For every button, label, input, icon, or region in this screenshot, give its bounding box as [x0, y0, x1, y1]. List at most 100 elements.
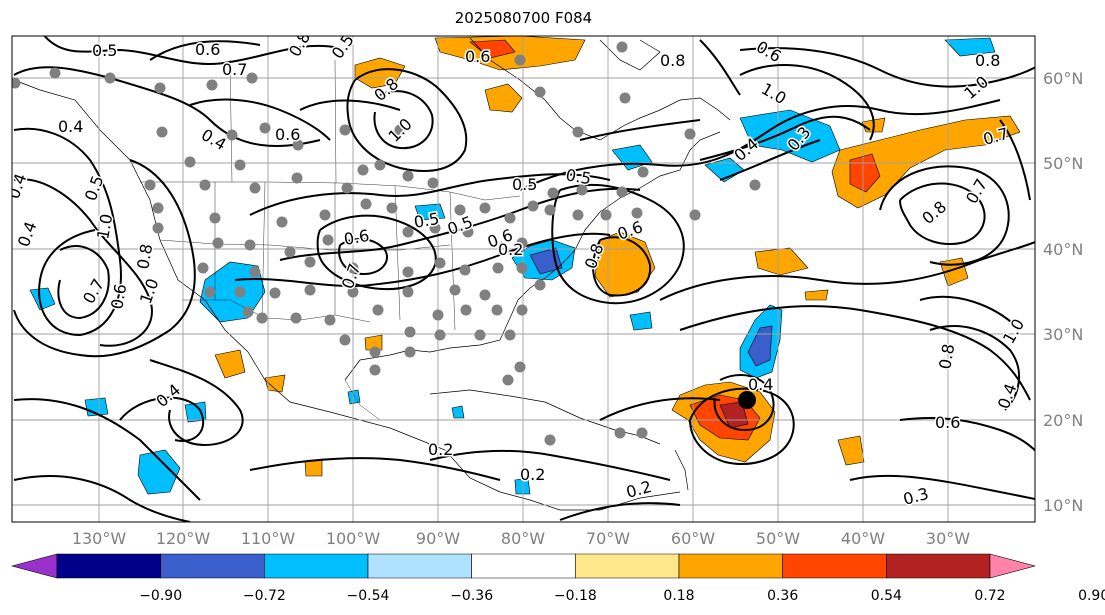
station-dot [339, 124, 351, 136]
colorbar-tick-labels: −0.90 −0.72 −0.54 −0.36 −0.18 0.18 0.36 0.54 0.7… [139, 588, 1105, 604]
station-dot [402, 286, 414, 298]
station-dot [226, 129, 238, 141]
station-dot [534, 279, 546, 291]
anomaly-region [831, 115, 1021, 209]
contour-line [429, 449, 671, 481]
station-dot [152, 202, 164, 214]
anomaly-region [484, 83, 523, 113]
contour-label: 1.0 [384, 114, 415, 145]
station-dot [492, 262, 504, 274]
contour-line [739, 63, 875, 141]
lon-tick-label: 90°W [416, 529, 460, 548]
contour-line [559, 502, 681, 521]
station-dot [619, 92, 631, 104]
contour-line [739, 47, 1035, 88]
contour-line [879, 165, 1010, 266]
station-dot [527, 200, 539, 212]
colorbar-tick-label: 0.36 [767, 588, 798, 604]
contour-label: 0.6 [342, 226, 370, 249]
contour-line [149, 40, 261, 61]
anomaly-region [629, 311, 653, 331]
lon-tick-label: 100°W [326, 529, 381, 548]
station-dot [454, 204, 466, 216]
contour-line [929, 325, 1021, 411]
map-frame [11, 35, 1036, 523]
lat-tick-label: 10°N [1043, 496, 1083, 515]
border [229, 59, 233, 183]
station-dot [427, 177, 439, 189]
station-dot [460, 304, 472, 316]
longitude-axis: 130°W 120°W 110°W 100°W 90°W 80°W 70°W 60°W 50°W… [72, 529, 970, 548]
contour-label: 0.6 [275, 125, 300, 144]
contour-label: 0.4 [58, 117, 83, 136]
lon-tick-label: 130°W [72, 529, 127, 548]
station-dot [369, 364, 381, 376]
station-dot [347, 286, 359, 298]
station-dot [206, 79, 218, 91]
coastline [429, 389, 661, 445]
contour-line [189, 98, 331, 141]
station-markers [12, 41, 761, 446]
contour-label: 0.4 [14, 219, 41, 249]
contour-line [13, 475, 191, 522]
contour-label: 0.6 [935, 413, 960, 432]
station-dot [394, 124, 406, 136]
station-dot [432, 309, 444, 321]
lon-tick-label: 40°W [841, 529, 885, 548]
lon-tick-label: 80°W [501, 529, 545, 548]
station-dot [156, 126, 168, 138]
station-dot [259, 122, 271, 134]
contour-label: 0.2 [624, 477, 654, 502]
contour-line [689, 387, 795, 465]
station-dot [514, 54, 526, 66]
contour-label: 0.7 [962, 175, 991, 207]
contour-line [338, 238, 388, 276]
station-dot [504, 212, 516, 224]
contour-label: 0.4 [748, 375, 773, 394]
station-dot [544, 434, 556, 446]
anomaly-region [264, 374, 286, 393]
colorbar-segment [782, 553, 887, 579]
colorbar-segment [678, 553, 783, 579]
station-dot [547, 187, 559, 199]
station-dot [369, 346, 381, 358]
colorbar-tick-label: −0.90 [139, 588, 182, 604]
station-dot [374, 159, 386, 171]
anomaly-region [451, 405, 465, 419]
lat-tick-label: 30°N [1043, 325, 1083, 344]
station-dot [534, 86, 546, 98]
anomaly-region [747, 325, 773, 367]
contour-label: 0.4 [994, 381, 1021, 411]
lon-tick-label: 120°W [156, 529, 211, 548]
contour-label: 0.4 [4, 171, 31, 201]
station-dot [449, 284, 461, 296]
anomaly-region [611, 144, 653, 171]
station-dot [404, 326, 416, 338]
contour-label: 0.8 [975, 51, 1000, 70]
coastline [344, 131, 721, 381]
colorbar-tick-label: 0.90 [1078, 588, 1105, 604]
station-dot [144, 179, 156, 191]
contour-label: 0.6 [615, 217, 645, 244]
contour-line [149, 359, 244, 447]
lon-tick-label: 70°W [586, 529, 630, 548]
colorbar-segment [575, 553, 680, 579]
station-dot [502, 374, 514, 386]
anomaly-region [514, 477, 531, 495]
contour-label: 0.6 [465, 47, 490, 66]
contour-label: 0.4 [152, 380, 184, 411]
contour-line [551, 183, 685, 305]
contour-label: 0.2 [498, 240, 523, 259]
contour-lines [13, 36, 1035, 522]
contour-label: 0.8 [133, 242, 156, 270]
border [159, 239, 451, 251]
colorbar-tick-label: −0.18 [554, 588, 597, 604]
contour-line [599, 397, 721, 421]
station-dot [209, 212, 221, 224]
colorbar-tick-label: 0.18 [663, 588, 694, 604]
contour-label: 0.6 [107, 282, 130, 310]
station-dot [304, 256, 316, 268]
station-dot [576, 184, 588, 196]
station-dot [572, 209, 584, 221]
borders [140, 59, 521, 421]
